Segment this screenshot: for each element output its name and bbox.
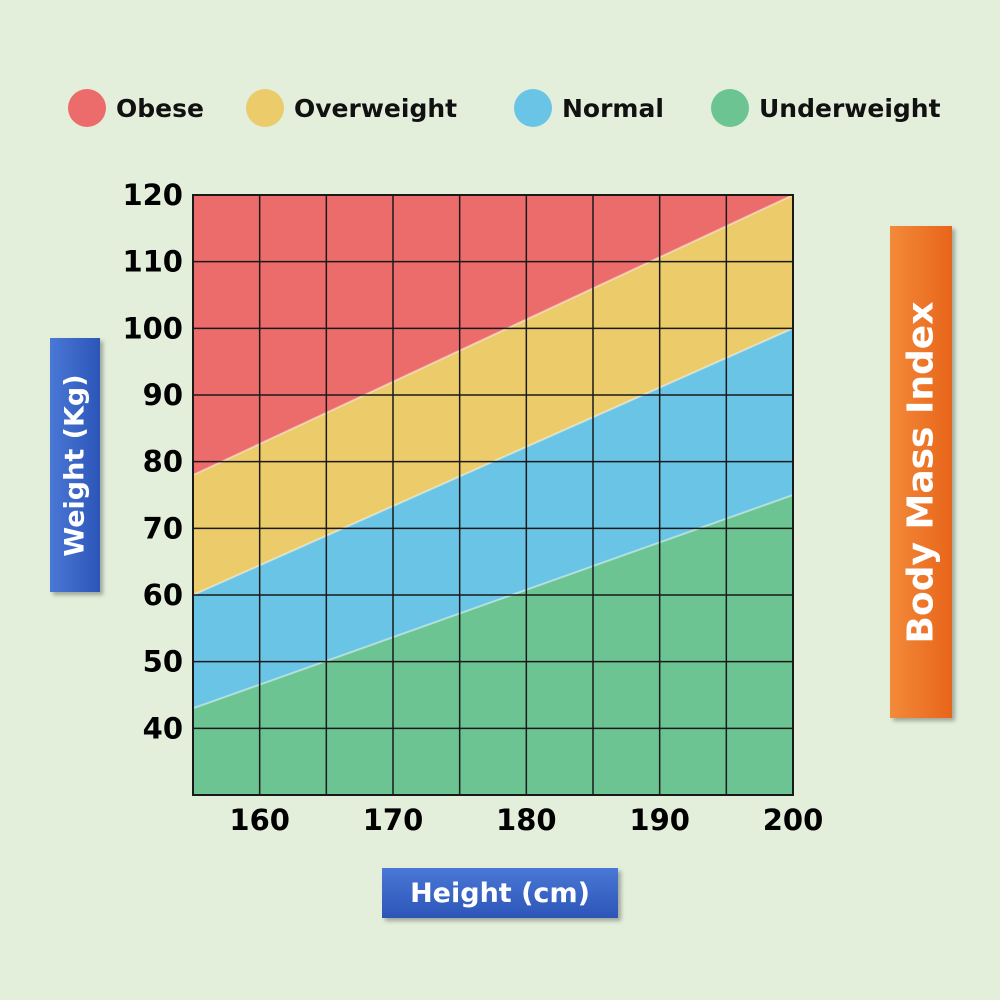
- y-tick-label: 60: [143, 578, 183, 612]
- legend-item-obese: Obese: [68, 88, 204, 128]
- x-tick-label: 200: [763, 803, 824, 837]
- legend-item-underweight: Underweight: [711, 88, 941, 128]
- chart-title: Body Mass Index: [900, 301, 942, 643]
- legend-label-underweight: Underweight: [759, 93, 941, 123]
- legend-label-obese: Obese: [116, 93, 204, 123]
- y-tick-label: 120: [122, 178, 183, 212]
- legend: Obese Overweight Normal Underweight: [0, 0, 1000, 200]
- chart-title-box: Body Mass Index: [890, 226, 952, 718]
- area-normal: [193, 328, 793, 709]
- x-tick-label: 160: [229, 803, 290, 837]
- y-tick-label: 100: [122, 311, 183, 345]
- y-tick-label: 110: [122, 245, 183, 279]
- boundary-line-0: [192, 494, 794, 710]
- y-tick-label: 50: [143, 645, 183, 679]
- legend-swatch-underweight: [711, 89, 749, 127]
- y-tick-label: 80: [143, 445, 183, 479]
- y-axis-label-box: Weight (Kg): [50, 338, 100, 592]
- area-obese: [193, 195, 793, 475]
- x-tick-label: 180: [496, 803, 557, 837]
- legend-label-overweight: Overweight: [294, 93, 458, 123]
- legend-swatch-normal: [514, 89, 552, 127]
- legend-swatch-obese: [68, 89, 106, 127]
- y-tick-label: 70: [143, 511, 183, 545]
- y-tick-label: 40: [143, 711, 183, 745]
- legend-label-normal: Normal: [562, 93, 664, 123]
- legend-item-overweight: Overweight: [246, 88, 457, 128]
- y-tick-label: 90: [143, 378, 183, 412]
- y-axis-label: Weight (Kg): [59, 373, 91, 557]
- legend-swatch-overweight: [246, 89, 284, 127]
- boundary-line-2: [192, 194, 794, 476]
- x-tick-label: 190: [629, 803, 690, 837]
- legend-item-normal: Normal: [514, 88, 664, 128]
- area-underweight: [193, 495, 793, 795]
- x-tick-label: 170: [363, 803, 424, 837]
- plot-border: [192, 194, 794, 796]
- x-axis-label: Height (cm): [410, 877, 590, 909]
- x-axis-label-box: Height (cm): [382, 868, 618, 918]
